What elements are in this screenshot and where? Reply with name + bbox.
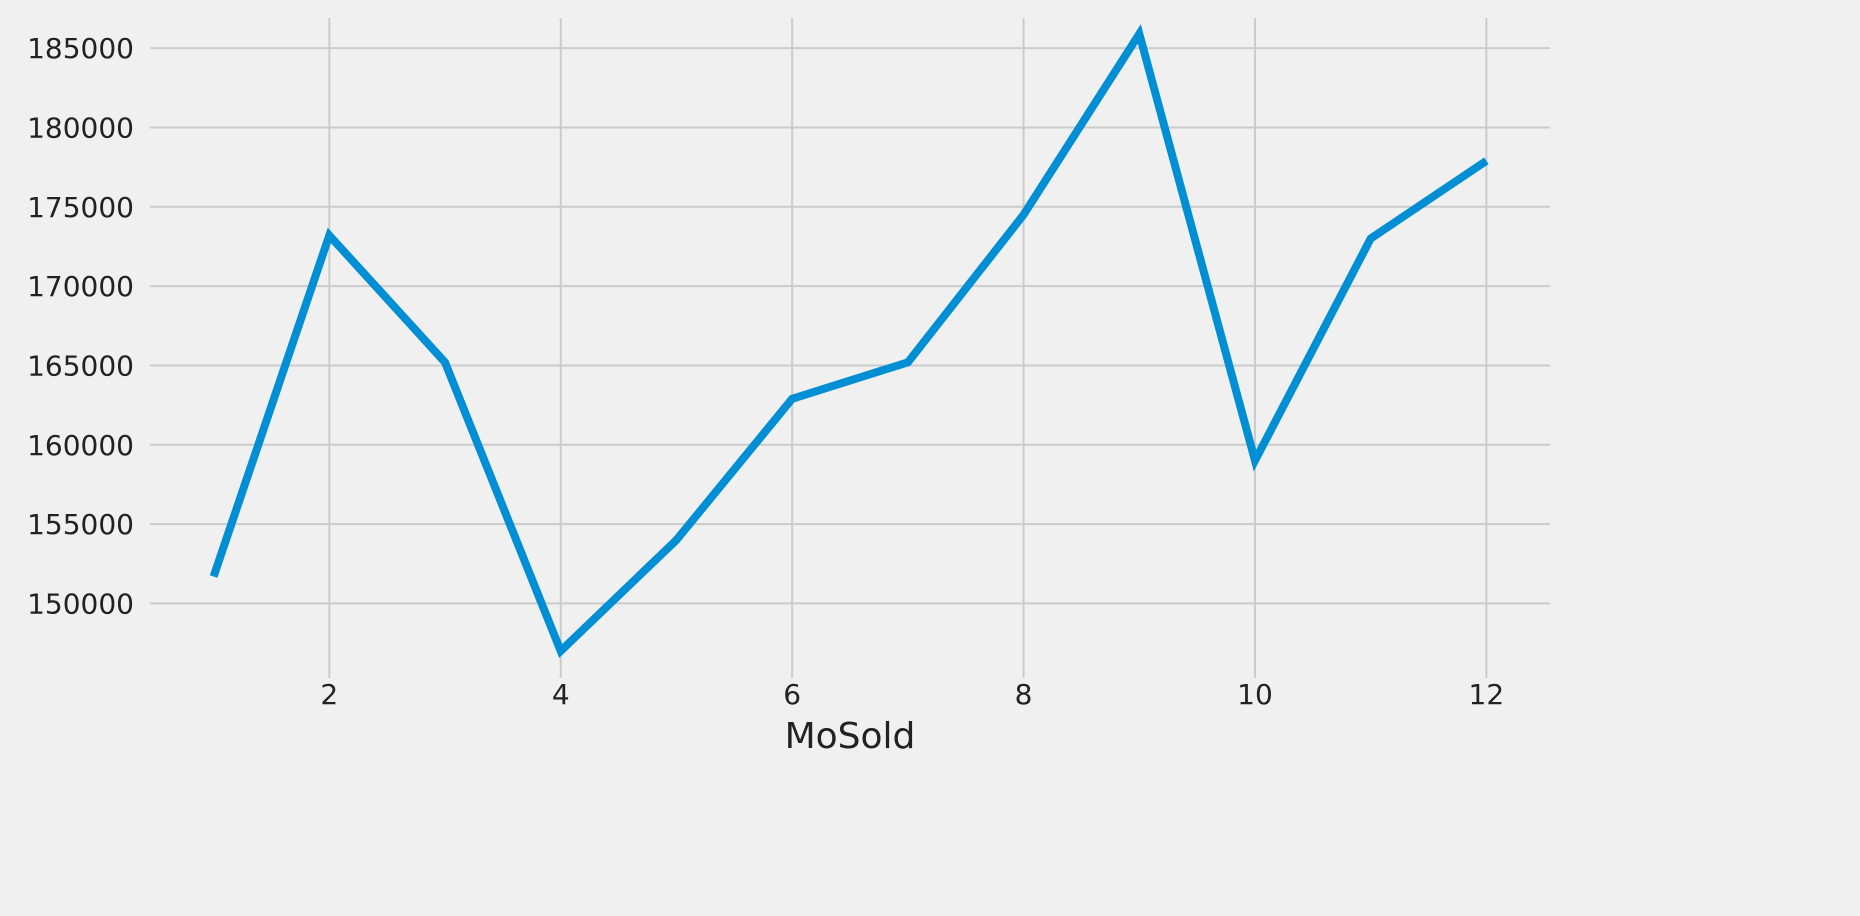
y-tick-label: 185000	[27, 32, 134, 65]
y-tick-label: 165000	[27, 349, 134, 382]
y-tick-label: 160000	[27, 429, 134, 462]
y-tick-label: 170000	[27, 270, 134, 303]
y-tick-label: 180000	[27, 111, 134, 144]
series-layer	[209, 24, 1489, 658]
y-gridlines	[150, 47, 1550, 605]
x-tick-label: 10	[1237, 678, 1273, 711]
series-line	[209, 24, 1489, 658]
x-axis-label: MoSold	[785, 716, 916, 757]
x-tick-label: 8	[1015, 678, 1033, 711]
y-tick-label: 155000	[27, 508, 134, 541]
x-tick-label: 4	[552, 678, 570, 711]
y-tick-labels: 150000 155000 160000 165000 170000 175000 1800…	[27, 32, 134, 620]
y-tick-label: 150000	[27, 587, 134, 620]
y-tick-label: 175000	[27, 191, 134, 224]
x-tick-label: 6	[783, 678, 801, 711]
x-tick-labels: 2 4 6 8 10 12	[320, 678, 1504, 711]
x-tick-label: 12	[1469, 678, 1505, 711]
x-tick-label: 2	[320, 678, 338, 711]
